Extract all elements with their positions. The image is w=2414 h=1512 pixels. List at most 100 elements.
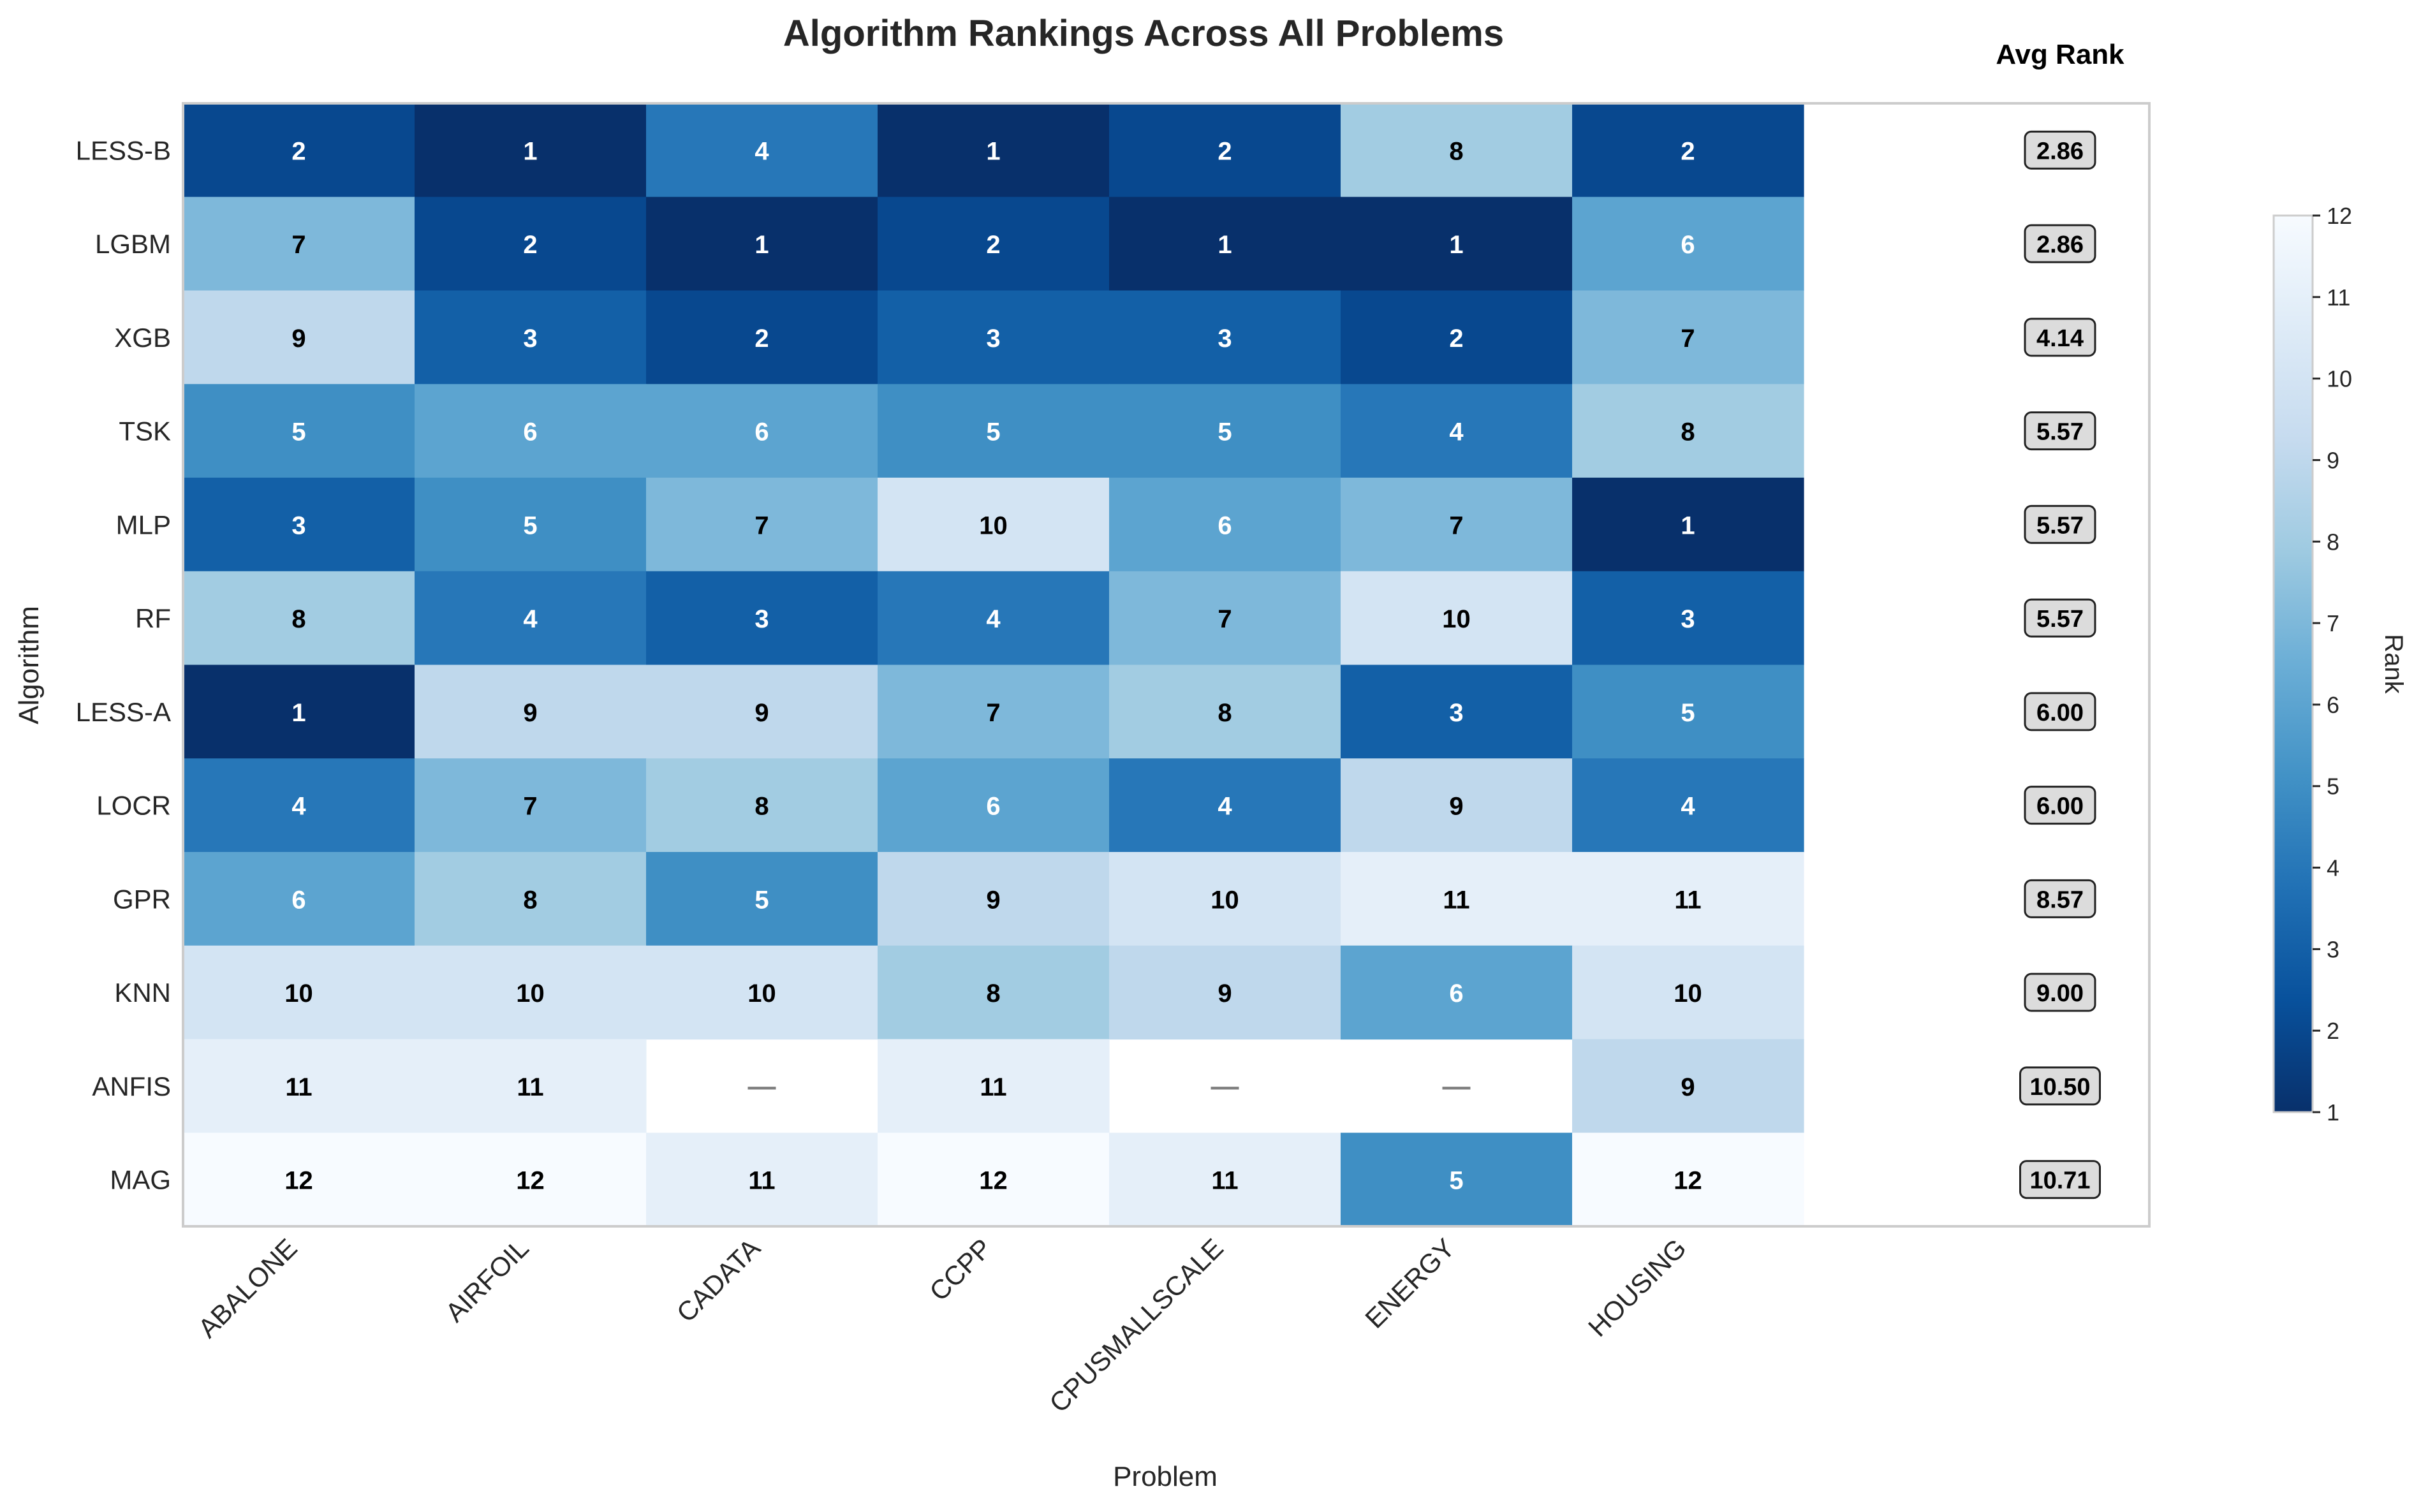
heatmap-cell	[878, 945, 1110, 1040]
cell-value: 3	[754, 605, 769, 633]
cell-value: 8	[754, 793, 769, 821]
cell-value: 10	[1211, 886, 1239, 914]
heatmap-cell	[878, 571, 1110, 666]
heatmap-cell	[1109, 478, 1341, 572]
avg-rank-value: 10.71	[2029, 1168, 2090, 1194]
heatmap-cell	[1341, 196, 1573, 291]
heatmap-cell	[1109, 103, 1341, 198]
cell-value: 8	[1449, 137, 1463, 165]
heatmap-cell	[415, 852, 647, 946]
colorbar-tick-label: 6	[2327, 692, 2339, 718]
row-label: XGB	[114, 323, 171, 353]
heatmap-cell	[1109, 945, 1341, 1040]
cell-value: 1	[1449, 231, 1463, 259]
cell-value: 3	[1681, 605, 1695, 633]
heatmap-cell	[415, 196, 647, 291]
cell-value: 8	[986, 980, 1000, 1008]
row-label: LESS-B	[76, 135, 171, 165]
cell-value: 6	[754, 418, 769, 446]
heatmap-cell	[415, 945, 647, 1040]
heatmap-cell	[1572, 758, 1804, 853]
row-label: RF	[135, 603, 171, 633]
plot-frame	[182, 102, 2151, 1228]
cell-value: 1	[1218, 231, 1232, 259]
cell-value: 9	[1681, 1073, 1695, 1101]
heatmap-cell	[646, 103, 878, 198]
cell-value: 1	[291, 699, 305, 727]
colorbar-tick-label: 5	[2327, 774, 2339, 800]
heatmap-cell	[646, 852, 878, 946]
cell-value: 5	[523, 511, 537, 539]
heatmap-cell	[646, 478, 878, 572]
cell-value: 3	[523, 325, 537, 353]
cell-value: 7	[523, 793, 537, 821]
avg-rank-badge	[2024, 786, 2096, 825]
heatmap-cell	[646, 571, 878, 666]
cell-value: 10	[284, 980, 313, 1008]
colorbar-tick-label: 11	[2327, 284, 2350, 311]
avg-rank-value: 10.50	[2029, 1074, 2090, 1101]
heatmap-cell	[878, 1133, 1110, 1227]
cell-missing: —	[1211, 1071, 1239, 1102]
cell-value: 2	[986, 231, 1000, 259]
heatmap-cell	[1341, 103, 1573, 198]
avg-rank-value: 5.57	[2036, 512, 2084, 539]
heatmap-cell	[646, 384, 878, 478]
row-label: ANFIS	[92, 1071, 171, 1101]
heatmap-cell	[183, 664, 415, 759]
heatmap-cell	[878, 290, 1110, 385]
colorbar-tick-label: 9	[2327, 447, 2339, 473]
cell-value: 4	[291, 793, 306, 821]
heatmap-cell	[1572, 196, 1804, 291]
heatmap-cell	[415, 758, 647, 853]
cell-missing: —	[1443, 1071, 1471, 1102]
cell-value: 6	[1681, 231, 1695, 259]
heatmap-cell	[1572, 852, 1804, 946]
row-label: GPR	[113, 884, 171, 914]
heatmap-cell	[183, 571, 415, 666]
cell-value: 7	[754, 511, 769, 539]
avg-rank-badge	[2024, 318, 2096, 357]
heatmap-cell	[878, 1039, 1110, 1133]
cell-value: 8	[523, 886, 537, 914]
cell-value: 6	[1218, 511, 1232, 539]
heatmap-cell	[183, 945, 415, 1040]
cell-value: 2	[754, 325, 769, 353]
heatmap-cell	[1109, 290, 1341, 385]
avg-rank-value: 5.57	[2036, 419, 2084, 446]
cell-value: 9	[291, 325, 305, 353]
colorbar-tick-label: 12	[2327, 203, 2352, 229]
heatmap-cell	[646, 945, 878, 1040]
avg-rank-value: 2.86	[2036, 138, 2084, 165]
heatmap-cell	[1109, 758, 1341, 853]
cell-value: 6	[291, 886, 305, 914]
cell-value: 7	[986, 699, 1000, 727]
avg-rank-badge	[2024, 504, 2096, 544]
cell-value: 5	[754, 886, 769, 914]
cell-value: 4	[1681, 793, 1695, 821]
cell-value: 6	[1449, 980, 1463, 1008]
cell-value: 7	[291, 231, 305, 259]
heatmap-cell	[1109, 852, 1341, 946]
heatmap-cell	[646, 664, 878, 759]
colorbar	[2272, 214, 2314, 1113]
cell-value: 3	[986, 325, 1000, 353]
cell-value: 9	[754, 699, 769, 727]
heatmap-cell	[878, 384, 1110, 478]
cell-value: 6	[523, 418, 537, 446]
heatmap-cell	[1572, 384, 1804, 478]
colorbar-tick-label: 8	[2327, 529, 2339, 555]
cell-value: 4	[986, 605, 1001, 633]
cell-value: 5	[1681, 699, 1695, 727]
heatmap-cell	[1572, 478, 1804, 572]
row-label: MLP	[116, 510, 171, 539]
heatmap-cell	[646, 196, 878, 291]
cell-value: 11	[1443, 886, 1469, 914]
heatmap-cell	[1341, 384, 1573, 478]
heatmap-cell	[1109, 664, 1341, 759]
cell-value: 11	[1211, 1167, 1238, 1195]
heatmap-cell	[183, 1039, 415, 1133]
heatmap-cell	[646, 758, 878, 853]
heatmap-cells: 2 1 4 1 2 8 27 2 1 2 1 1 69 3 2 3 3 2 75 6 6 5 5 4 83 5 7 10 6 7 18 4 3 4…	[183, 103, 1804, 1227]
y-tick-labels: LESS-B LGBM XGB TSK MLP RF LESS-A LOCR GPR KNN ANF…	[76, 135, 171, 1194]
